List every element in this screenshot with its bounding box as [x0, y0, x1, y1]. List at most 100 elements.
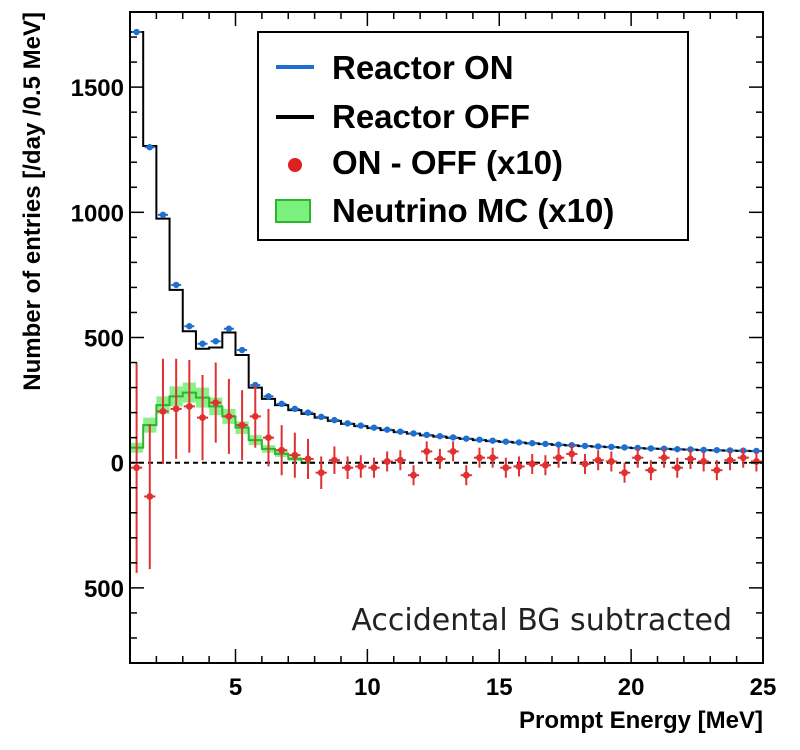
x-tick-label: 5: [229, 674, 242, 701]
on-minus-off-point: [436, 455, 444, 463]
reactor-on-point: [397, 428, 404, 435]
reactor-on-point: [436, 432, 444, 440]
reactor-on-point: [212, 338, 219, 345]
on-minus-off-point: [594, 456, 602, 464]
reactor-on-point: [278, 400, 285, 408]
reactor-on-point: [225, 325, 233, 332]
on-minus-off-point: [542, 461, 549, 469]
reactor-off-step-layer: [130, 31, 763, 453]
y-tick-label: 500: [84, 326, 124, 353]
y-axis-title: Number of entries [/day /0.5 MeV]: [19, 12, 46, 391]
on-minus-off-point: [621, 469, 628, 477]
reactor-on-point: [674, 445, 681, 453]
on-minus-off-point: [687, 455, 694, 463]
neutrino-mc-band-layer: [130, 382, 315, 464]
on-minus-off-point: [700, 458, 708, 465]
reactor-on-point: [304, 409, 312, 416]
reactor-on-point: [489, 437, 496, 444]
on-minus-off-point: [449, 448, 457, 455]
on-minus-off-point: [238, 421, 246, 429]
on-minus-off-point: [489, 454, 497, 462]
reactor-on-point: [502, 438, 510, 445]
on-minus-off-point: [383, 458, 391, 465]
on-minus-off-point: [462, 471, 470, 479]
x-tick-label: 15: [486, 674, 513, 701]
on-minus-off-point: [278, 446, 286, 454]
annotation-text: Accidental BG subtracted: [351, 603, 732, 638]
legend-swatch-on-minus-off: [288, 158, 302, 172]
on-minus-off-point: [370, 464, 378, 472]
on-minus-off-point: [647, 466, 655, 474]
axes-layer: 5 10 15 20 25 1500 1000 500 0 500: [71, 11, 777, 701]
on-minus-off-point: [673, 464, 681, 472]
reactor-on-point: [608, 443, 615, 451]
reactor-on-point: [186, 323, 193, 330]
on-minus-off-point: [159, 407, 167, 415]
reactor-on-point: [449, 434, 457, 441]
reactor-on-point: [238, 346, 246, 354]
legend-swatch-neutrino-mc: [275, 199, 311, 223]
on-minus-off-point: [634, 454, 642, 462]
y-tick-label: 1000: [71, 200, 124, 227]
on-minus-off-point: [185, 402, 193, 410]
on-minus-off-point: [331, 456, 338, 464]
on-minus-off-point: [476, 454, 483, 462]
reactor-on-point: [159, 211, 167, 219]
reactor-on-point: [713, 446, 721, 454]
reactor-on-point: [331, 416, 338, 424]
y-tick-label: 500: [84, 576, 124, 603]
reactor-on-point: [476, 436, 483, 443]
reactor-on-point: [265, 393, 272, 400]
on-minus-off-point: [344, 464, 351, 472]
on-minus-off-point: [515, 463, 523, 470]
on-minus-off-point: [410, 471, 417, 479]
reactor-on-point: [463, 435, 470, 442]
on-minus-off-point: [502, 464, 510, 472]
on-minus-off-point: [133, 464, 140, 472]
reactor-on-point: [318, 413, 325, 421]
y-tick-label: 0: [111, 451, 124, 478]
on-minus-off-point: [251, 412, 259, 420]
reactor-on-point: [252, 381, 259, 389]
on-minus-off-point: [423, 448, 431, 455]
on-minus-off-point: [555, 454, 562, 462]
reactor-on-point: [555, 441, 562, 448]
reactor-on-point: [581, 442, 589, 450]
reactor-on-point: [357, 422, 364, 429]
on-minus-off-point: [291, 451, 299, 459]
x-tick-label: 20: [618, 674, 645, 701]
reactor-on-point: [594, 443, 602, 450]
on-minus-off-point: [739, 454, 747, 462]
on-minus-off-point: [713, 466, 721, 474]
reactor-on-point: [647, 445, 655, 452]
legend-box: [257, 31, 689, 241]
on-minus-off-point: [607, 458, 615, 465]
on-minus-off-point: [581, 460, 589, 468]
on-minus-off-point: [212, 399, 220, 406]
legend-label-neutrino-mc: Neutrino MC (x10): [332, 192, 614, 229]
reactor-on-point: [344, 420, 351, 427]
on-minus-off-point: [199, 414, 206, 422]
on-minus-off-point: [317, 469, 325, 477]
y-tick-label: 1500: [71, 75, 124, 102]
reactor-on-point: [753, 447, 760, 455]
reactor-on-point: [146, 144, 153, 151]
reactor-on-point: [291, 405, 299, 413]
reactor-on-point: [423, 431, 430, 439]
on-minus-off-point: [304, 455, 312, 463]
reactor-on-point: [410, 430, 417, 437]
on-minus-off-point: [146, 493, 154, 500]
on-minus-off-point: [357, 463, 365, 470]
reactor-on-point: [700, 446, 707, 454]
on-minus-off-point: [396, 456, 404, 464]
reactor-on-point: [529, 439, 536, 447]
reactor-on-point: [542, 440, 549, 448]
reactor-on-point: [621, 444, 628, 451]
legend-label-on-minus-off: ON - OFF (x10): [332, 144, 563, 181]
reactor-on-point: [172, 281, 180, 289]
x-tick-label: 25: [750, 674, 777, 701]
x-axis-title: Prompt Energy [MeV]: [519, 707, 763, 734]
on-minus-off-point: [172, 405, 180, 413]
on-minus-off-point: [726, 456, 734, 464]
